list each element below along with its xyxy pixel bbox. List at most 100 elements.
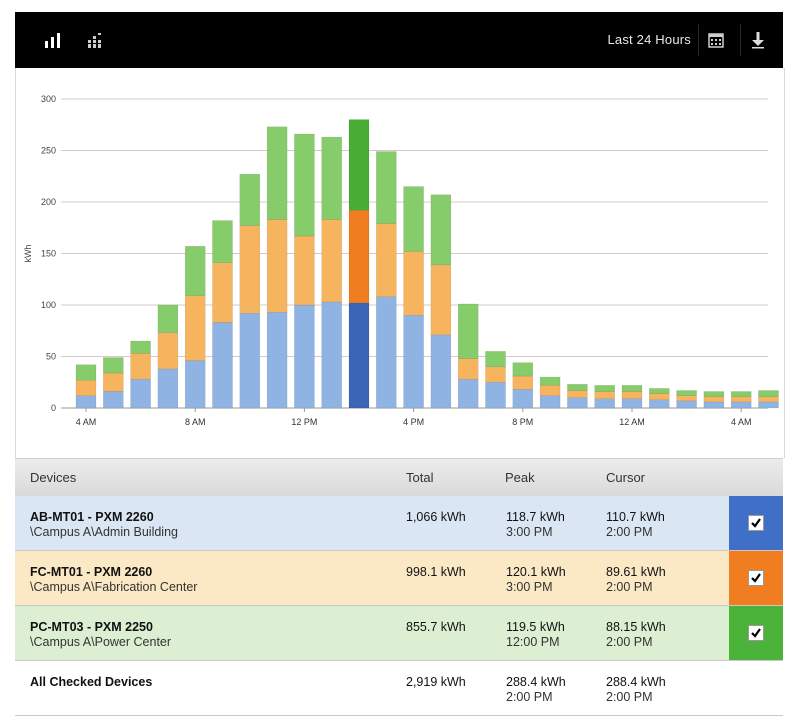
bar-segment [157,304,179,334]
device-path: \Campus A\Fabrication Center [30,580,198,594]
device-cursor-time: 2:00 PM [606,580,653,594]
header-peak[interactable]: Peak [505,470,535,485]
summary-cursor-time: 2:00 PM [606,690,653,704]
bar-segment [730,396,752,403]
bar-segment [239,225,261,314]
bar-segment [348,209,370,304]
bar-segment [376,151,397,224]
header-devices[interactable]: Devices [30,470,77,485]
bar-segment [348,302,370,409]
bar-segment [376,296,397,409]
calendar-icon[interactable] [698,24,733,56]
device-peak: 118.7 kWh [506,510,565,524]
y-tick-label: 150 [41,249,56,259]
x-tick-label: 8 PM [512,417,533,427]
bar-segment [212,322,233,409]
device-cursor: 88.15 kWh [606,620,666,634]
table-row[interactable]: AB-MT01 - PXM 2260 \Campus A\Admin Buildi… [15,496,783,551]
device-name: FC-MT01 - PXM 2260 [30,565,153,579]
bar-segment [294,133,315,237]
bar-segment [294,235,315,306]
x-tick-label: 12 AM [619,417,645,427]
device-peak-time: 12:00 PM [506,635,560,649]
device-name: AB-MT01 - PXM 2260 [30,510,154,524]
bar-segment [403,315,424,409]
y-tick-label: 200 [41,197,56,207]
bar-segment [103,391,124,409]
bar-segment [758,390,779,397]
bar-segment [485,382,506,409]
table-row[interactable]: PC-MT03 - PXM 2250 \Campus A\Power Center… [15,606,783,661]
device-peak: 119.5 kWh [506,620,565,634]
x-tick-label: 12 PM [291,417,317,427]
y-axis-label: kWh [23,245,33,263]
table-row[interactable]: FC-MT01 - PXM 2260 \Campus A\Fabrication … [15,551,783,606]
bar-segment [130,340,151,354]
device-checkbox[interactable] [729,551,783,605]
bar-segment [485,351,506,368]
bar-segment [758,401,779,409]
bar-segment [676,400,697,409]
bar-segment [649,399,670,409]
bar-segment [266,311,288,409]
device-checkbox[interactable] [729,606,783,660]
bar-segment [457,358,479,380]
summary-row: All Checked Devices 2,919 kWh 288.4 kWh 2… [15,661,783,716]
bar-segment [157,332,179,370]
bar-segment [621,385,643,392]
device-total: 998.1 kWh [406,565,466,579]
bar-segment [321,301,342,409]
bar-segment [266,126,288,220]
grouped-bars-icon[interactable] [82,26,110,54]
summary-peak: 288.4 kWh [506,675,566,689]
bar-segment [184,246,206,296]
summary-total: 2,919 kWh [406,675,466,689]
bar-segment [512,362,534,377]
bar-segment [403,251,424,316]
download-icon[interactable] [740,24,775,56]
bar-chart-icon[interactable] [39,26,67,54]
bar-segment [512,389,534,409]
checkmark-icon [748,570,764,586]
bar-segment [75,364,97,381]
bar-segment [539,376,561,386]
time-range-label[interactable]: Last 24 Hours [607,32,691,47]
bar-segment [649,393,670,401]
header-total[interactable]: Total [406,470,434,485]
bar-segment [512,375,534,390]
bar-segment [567,390,588,398]
bar-segment [212,262,233,323]
device-cursor: 89.61 kWh [606,565,666,579]
stacked-bar-chart: 0 50 100 150 200 250 300 kWh 4 AM 8 AM 12 PM 4 PM 8 … [23,94,779,427]
bar-segment [212,220,233,264]
bar-segment [376,223,397,298]
x-tick-label: 4 AM [76,417,97,427]
bar-segment [403,186,424,252]
bar-segment [703,396,725,403]
device-path: \Campus A\Admin Building [30,525,178,539]
y-tick-label: 0 [51,403,56,413]
device-peak-time: 3:00 PM [506,580,553,594]
device-name: PC-MT03 - PXM 2250 [30,620,153,634]
bar-segment [703,401,725,409]
bar-segment [539,385,561,396]
y-tick-label: 100 [41,300,56,310]
checkmark-icon [748,625,764,641]
summary-name: All Checked Devices [30,675,153,689]
bar-segment [594,385,615,392]
device-total: 1,066 kWh [406,510,466,524]
y-tick-label: 250 [41,146,56,156]
bar-segment [266,219,288,313]
bar-segment [621,391,643,399]
device-total: 855.7 kWh [406,620,466,634]
x-tick-label: 4 PM [403,417,424,427]
bar-segment [730,401,752,409]
bar-segment [75,395,97,409]
bar-segment [594,391,615,399]
bar-segment [567,384,588,391]
bar-segment [430,264,452,336]
bar-segment [239,312,261,409]
x-tick-label: 8 AM [185,417,206,427]
header-cursor[interactable]: Cursor [606,470,646,485]
device-checkbox[interactable] [729,496,783,550]
